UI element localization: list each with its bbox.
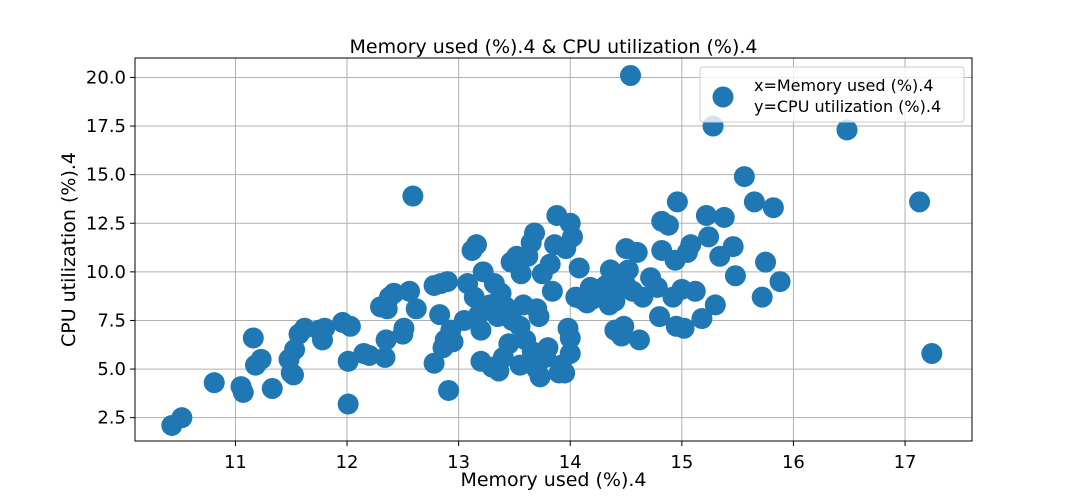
data-point (646, 276, 668, 298)
data-point (751, 286, 773, 308)
data-point (836, 119, 858, 141)
data-point (242, 327, 264, 349)
y-axis-ticks: 2.5 5.0 7.5 10.0 12.5 15.0 17.5 20.0 (86, 67, 135, 429)
data-point (613, 315, 635, 337)
data-point (724, 265, 746, 287)
data-point (617, 259, 639, 281)
data-point (657, 214, 679, 236)
data-point (698, 226, 720, 248)
data-point (339, 315, 361, 337)
data-point (232, 381, 254, 403)
data-point (509, 354, 531, 376)
data-point (704, 294, 726, 316)
legend-marker (712, 86, 734, 108)
x-tick-label: 17 (894, 452, 917, 473)
data-point (383, 282, 405, 304)
data-point (537, 337, 559, 359)
x-tick-label: 13 (447, 452, 470, 473)
data-point (554, 362, 576, 384)
legend-label-y: y=CPU utilization (%).4 (754, 97, 941, 116)
legend-label-x: x=Memory used (%).4 (754, 76, 934, 95)
data-point (561, 226, 583, 248)
data-point (470, 319, 492, 341)
data-point (568, 257, 590, 279)
data-point (436, 271, 458, 293)
data-point (684, 280, 706, 302)
data-point (528, 306, 550, 328)
x-tick-label: 14 (559, 452, 582, 473)
y-tick-label: 17.5 (86, 116, 126, 137)
data-point (442, 331, 464, 353)
y-tick-label: 5.0 (97, 359, 126, 380)
data-point (769, 271, 791, 293)
data-point (510, 263, 532, 285)
data-point (673, 317, 695, 339)
y-tick-label: 12.5 (86, 213, 126, 234)
y-tick-label: 2.5 (97, 408, 126, 429)
data-point (529, 366, 551, 388)
data-point (203, 372, 225, 394)
data-point (374, 346, 396, 368)
data-point (541, 280, 563, 302)
data-point (358, 344, 380, 366)
data-point (921, 343, 943, 365)
x-axis-ticks: 11 12 13 14 15 16 17 (224, 441, 917, 473)
x-tick-label: 12 (336, 452, 359, 473)
data-point (250, 348, 272, 370)
data-point (393, 317, 415, 339)
data-point (649, 306, 671, 328)
data-point (559, 343, 581, 365)
data-point (680, 234, 702, 256)
data-point (909, 191, 931, 213)
data-point (733, 166, 755, 188)
data-point (282, 364, 304, 386)
y-axis-title: CPU utilization (%).4 (58, 152, 80, 347)
legend-box (699, 66, 965, 123)
data-point (423, 352, 445, 374)
data-point (261, 378, 283, 400)
legend: x=Memory used (%).4 y=CPU utilization (%… (699, 66, 965, 123)
data-points (161, 64, 943, 436)
data-point (722, 236, 744, 258)
data-point (438, 379, 460, 401)
data-point (691, 308, 713, 330)
x-axis-title: Memory used (%).4 (460, 469, 646, 491)
x-tick-label: 16 (782, 452, 805, 473)
data-point (402, 185, 424, 207)
data-point (626, 241, 648, 263)
data-point (695, 204, 717, 226)
x-tick-label: 11 (224, 452, 247, 473)
data-point (399, 280, 421, 302)
data-point (405, 298, 427, 320)
y-tick-label: 20.0 (86, 67, 126, 88)
data-point (465, 234, 487, 256)
plot-frame (134, 57, 973, 442)
data-point (762, 197, 784, 219)
data-point (337, 350, 359, 372)
data-point (314, 317, 336, 339)
data-point (498, 333, 520, 355)
data-point (755, 251, 777, 273)
data-point (666, 191, 688, 213)
data-point (713, 206, 735, 228)
y-tick-label: 15.0 (86, 165, 126, 186)
data-point (559, 327, 581, 349)
data-point (337, 393, 359, 415)
y-tick-label: 10.0 (86, 262, 126, 283)
x-tick-label: 15 (670, 452, 693, 473)
data-point (524, 222, 546, 244)
data-point (604, 290, 626, 312)
chart-title: Memory used (%).4 & CPU utilization (%).… (350, 36, 758, 58)
data-point (743, 191, 765, 213)
data-point (539, 253, 561, 275)
data-point (463, 286, 485, 308)
data-point (429, 304, 451, 326)
data-point (171, 407, 193, 429)
y-tick-label: 7.5 (97, 310, 126, 331)
data-point (375, 329, 397, 351)
data-point (620, 64, 642, 86)
data-point (628, 329, 650, 351)
